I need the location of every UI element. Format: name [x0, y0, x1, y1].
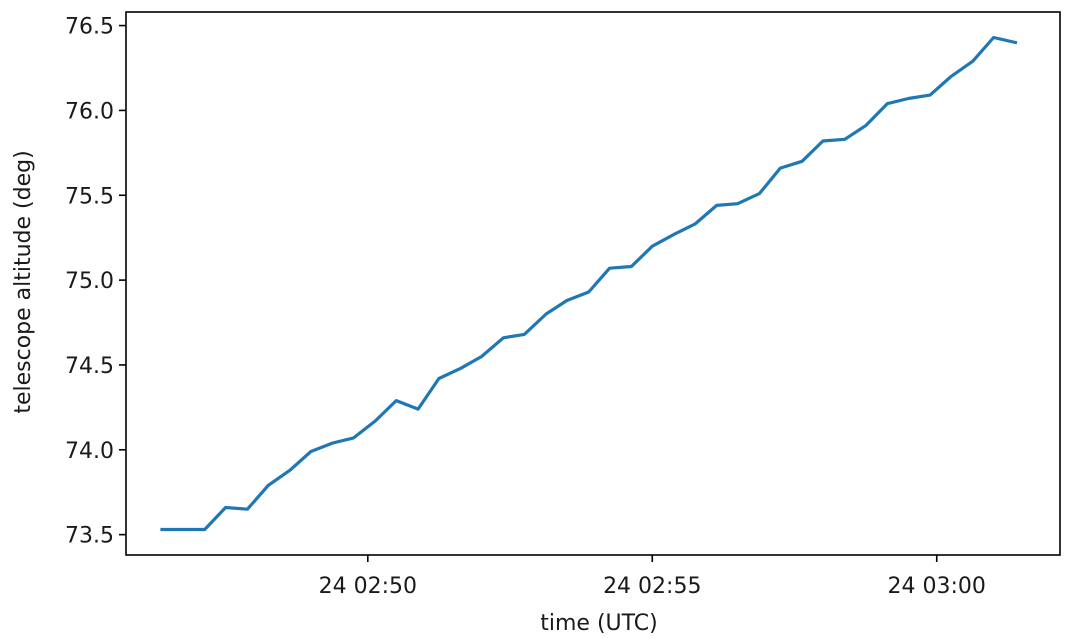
- x-tick-label: 24 03:00: [888, 574, 986, 599]
- plot-frame: [125, 11, 1061, 556]
- y-tick-label: 73.5: [65, 524, 114, 549]
- plot-area: [160, 35, 1018, 532]
- y-tick-label: 76.5: [65, 15, 114, 40]
- y-axis-label: telescope altitude (deg): [11, 150, 36, 413]
- x-tick-label: 24 02:50: [319, 574, 417, 599]
- y-tick-label: 75.5: [65, 184, 114, 209]
- y-tick-label: 75.0: [65, 269, 114, 294]
- y-axis: 73.5 74.0 74.5 75.0 75.5 76.0 76.5: [65, 15, 126, 549]
- altitude-series-line: [160, 35, 1018, 532]
- y-tick-label: 76.0: [65, 99, 114, 124]
- x-axis: 24 02:50 24 02:55 24 03:00: [319, 555, 986, 599]
- x-tick-label: 24 02:55: [603, 574, 701, 599]
- y-tick-label: 74.0: [65, 439, 114, 464]
- x-axis-label: time (UTC): [540, 611, 657, 636]
- y-tick-label: 74.5: [65, 354, 114, 379]
